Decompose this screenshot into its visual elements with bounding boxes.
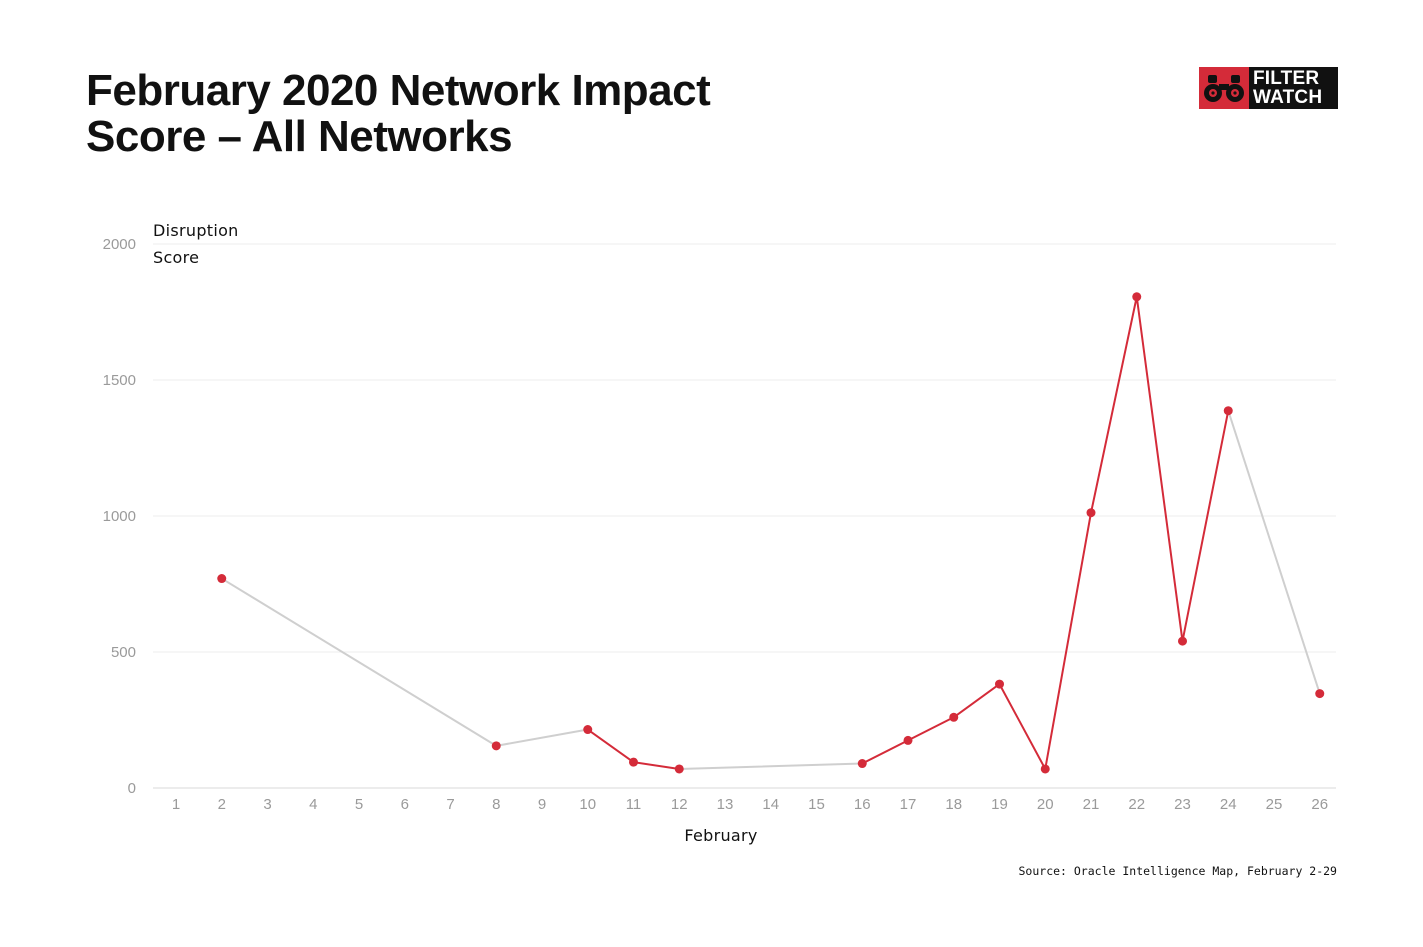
series-segment [1135, 295, 1184, 643]
logo-text-watch: WATCH [1253, 87, 1323, 108]
source-note: Source: Oracle Intelligence Map, Februar… [1018, 864, 1338, 878]
x-tick-label: 7 [446, 796, 454, 813]
series-segment [952, 683, 1001, 719]
y-tick-label: 2000 [103, 236, 136, 253]
grid-lines [153, 243, 1336, 789]
series-segment [1181, 409, 1230, 643]
x-tick-label: 14 [762, 796, 779, 813]
x-tick-label: 4 [309, 796, 317, 813]
series-segment [1044, 511, 1092, 770]
x-axis-ticks: 1 2 3 4 5 6 7 8 9 10 11 12 13 14 15 16 17 18 19 20 21 22 23 24 2… [172, 796, 1328, 813]
data-point [583, 725, 593, 735]
x-tick-label: 5 [355, 796, 363, 813]
filterwatch-logo: FILTER WATCH [1199, 67, 1338, 109]
x-tick-label: 22 [1128, 796, 1145, 813]
x-tick-label: 19 [991, 796, 1008, 813]
x-tick-label: 8 [492, 796, 500, 813]
series-segment [1090, 295, 1138, 514]
series-points [217, 292, 1325, 774]
series-segment [861, 739, 909, 765]
series-segment [586, 728, 635, 764]
data-point [1086, 508, 1096, 518]
series-segment [632, 761, 681, 770]
data-point [1132, 292, 1142, 302]
logo-wordmark: FILTER WATCH [1249, 67, 1338, 109]
series-lines [220, 295, 1321, 770]
data-point [1223, 406, 1233, 416]
x-tick-label: 12 [671, 796, 688, 813]
y-tick-label: 500 [111, 644, 136, 661]
x-tick-label: 3 [263, 796, 271, 813]
data-point [949, 712, 959, 722]
x-tick-label: 21 [1083, 796, 1100, 813]
x-tick-label: 13 [717, 796, 734, 813]
data-point [491, 741, 501, 751]
x-tick-label: 15 [808, 796, 825, 813]
chart-title-line-2: Score – All Networks [86, 112, 513, 161]
x-tick-label: 17 [900, 796, 917, 813]
x-tick-label: 25 [1266, 796, 1283, 813]
logo-text-filter: FILTER [1253, 68, 1320, 89]
x-tick-label: 9 [538, 796, 546, 813]
data-point [1040, 764, 1050, 774]
gap-segment [678, 762, 864, 770]
binoculars-icon [1199, 67, 1249, 109]
x-tick-label: 6 [401, 796, 409, 813]
x-axis-label: February [684, 826, 757, 845]
x-tick-label: 11 [626, 796, 642, 813]
x-tick-label: 26 [1311, 796, 1328, 813]
x-tick-label: 24 [1220, 796, 1237, 813]
gap-segment [495, 728, 589, 747]
y-tick-label: 1000 [103, 508, 136, 525]
data-point [674, 764, 684, 774]
gap-segment [220, 577, 498, 747]
data-point [995, 679, 1004, 689]
y-axis-ticks: 0 500 1000 1500 2000 [103, 236, 136, 797]
x-tick-label: 10 [579, 796, 596, 813]
chart-title: February 2020 Network Impact Score – All… [86, 68, 846, 160]
y-axis-label-line-2: Score [153, 248, 199, 267]
data-point [903, 735, 913, 745]
chart-title-line-1: February 2020 Network Impact [86, 66, 711, 115]
x-tick-label: 1 [172, 796, 180, 813]
x-tick-label: 23 [1174, 796, 1191, 813]
x-tick-label: 16 [854, 796, 871, 813]
series-segment [907, 716, 955, 742]
y-tick-label: 0 [128, 780, 136, 797]
data-point [217, 574, 227, 584]
x-tick-label: 2 [218, 796, 226, 813]
data-point [1315, 689, 1325, 699]
y-tick-label: 1500 [103, 372, 136, 389]
data-point [1178, 636, 1187, 646]
data-point [857, 759, 867, 769]
x-tick-label: 20 [1037, 796, 1054, 813]
gap-segment [1227, 409, 1321, 695]
x-tick-label: 18 [945, 796, 962, 813]
data-point [629, 757, 638, 767]
series-segment [998, 683, 1047, 770]
y-axis-label-line-1: Disruption [153, 221, 239, 240]
